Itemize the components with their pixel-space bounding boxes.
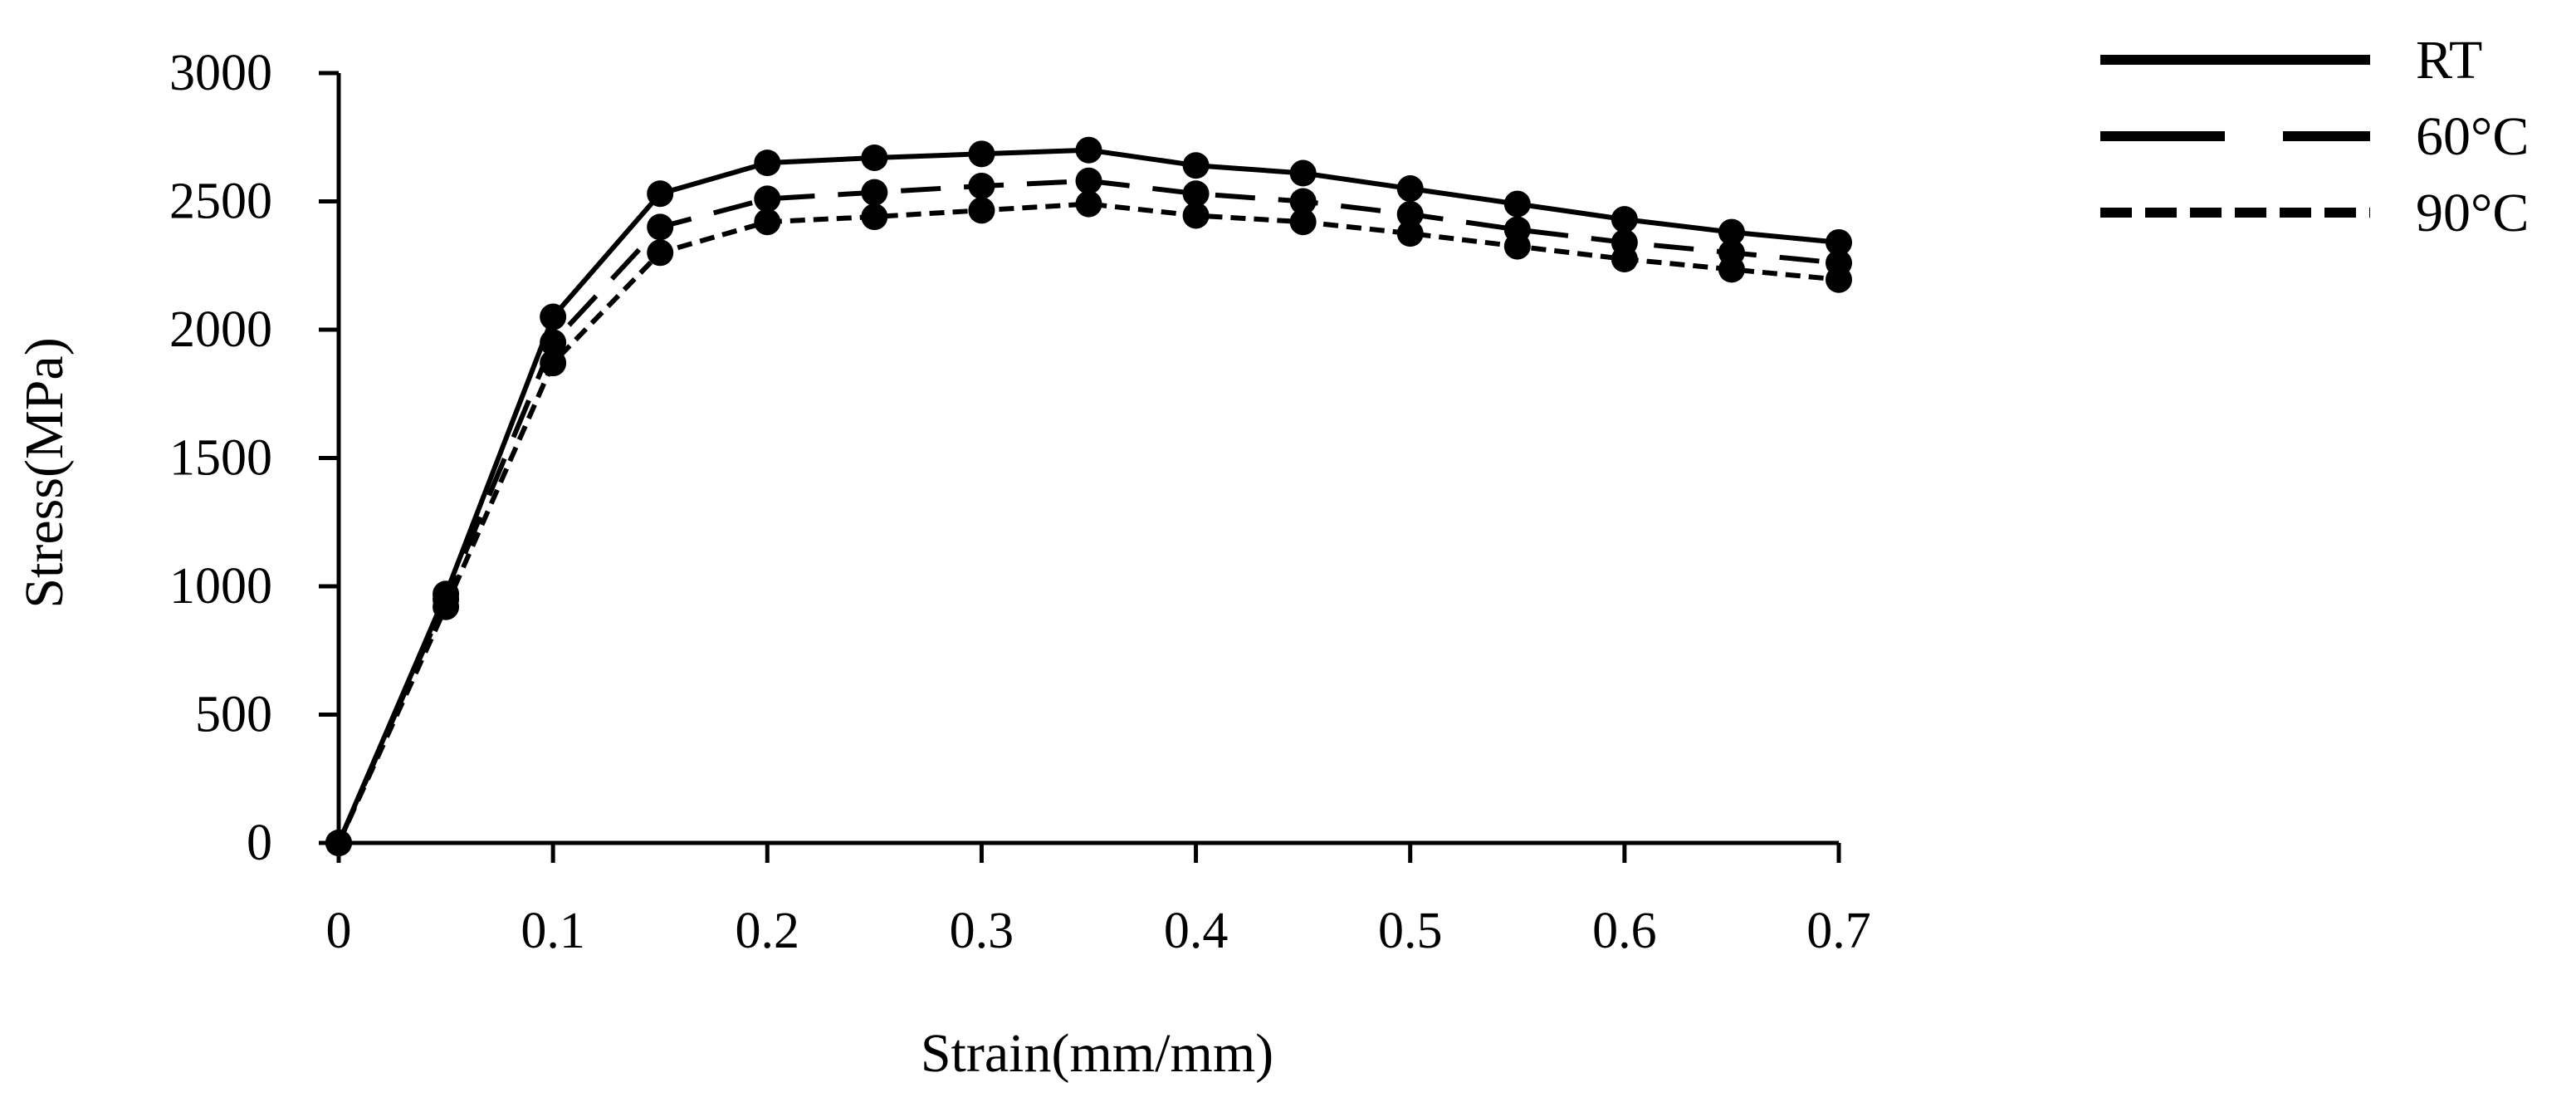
data-point	[968, 197, 995, 224]
y-tick-label: 2500	[169, 174, 272, 230]
series-0	[325, 136, 1852, 856]
data-point	[647, 239, 674, 267]
y-tick-label: 2000	[169, 301, 272, 358]
data-point	[647, 213, 674, 241]
y-tick-label: 1000	[169, 558, 272, 615]
data-point	[968, 172, 995, 199]
legend-label: RT	[2416, 30, 2482, 91]
y-tick-label: 1500	[169, 430, 272, 487]
data-point	[861, 144, 888, 171]
data-point	[1075, 190, 1102, 218]
data-point	[540, 329, 567, 356]
x-axis-title: Strain(mm/mm)	[921, 1023, 1273, 1084]
x-tick-label: 0.2	[736, 903, 800, 959]
x-tick-label: 0.7	[1806, 903, 1871, 959]
data-point	[1075, 136, 1102, 164]
x-tick-label: 0.6	[1592, 903, 1657, 959]
ticks-layer: 0 500 1000 1500 2000 2500 3000 0 0.1 0.2 0.3 0.4 0.5…	[169, 45, 1871, 959]
y-tick-label: 500	[195, 687, 272, 743]
y-tick-label: 3000	[169, 45, 272, 101]
data-point	[1182, 152, 1210, 179]
data-point	[1718, 256, 1745, 283]
data-point	[1075, 167, 1102, 194]
y-axis-title: Stress(MPa)	[14, 337, 75, 608]
x-tick-label: 0.5	[1378, 903, 1443, 959]
x-tick-label: 0.3	[950, 903, 1014, 959]
data-point	[647, 180, 674, 208]
data-point	[1289, 188, 1317, 215]
data-point	[861, 179, 888, 206]
legend-label: 60°C	[2416, 106, 2529, 167]
data-point	[1396, 175, 1424, 203]
data-point	[968, 140, 995, 168]
data-point	[1182, 202, 1210, 229]
x-tick-label: 0.1	[521, 903, 585, 959]
series-line	[336, 178, 1840, 845]
series-line	[336, 201, 1840, 845]
data-point	[1396, 220, 1424, 247]
data-point	[1826, 228, 1852, 256]
data-point	[1289, 159, 1317, 187]
x-tick-label: 0	[326, 903, 352, 959]
data-point	[540, 350, 567, 377]
data-point	[540, 303, 567, 331]
data-point	[861, 203, 888, 231]
data-point	[1826, 266, 1852, 293]
data-point	[1503, 190, 1531, 218]
data-point	[1289, 208, 1317, 236]
data-point	[1611, 206, 1638, 233]
series-2	[325, 190, 1852, 856]
data-point	[1182, 180, 1210, 208]
data-point	[754, 149, 781, 177]
data-point	[433, 593, 460, 620]
data-point	[1611, 246, 1638, 273]
y-tick-label: 0	[247, 815, 272, 871]
data-point	[1396, 200, 1424, 228]
series-1	[325, 167, 1852, 856]
data-point	[754, 185, 781, 213]
data-point	[754, 208, 781, 236]
x-tick-label: 0.4	[1164, 903, 1229, 959]
legend-label: 90°C	[2416, 183, 2529, 243]
data-point	[1718, 218, 1745, 246]
data-point	[1503, 233, 1531, 260]
legend: RT 60°C 90°C	[2100, 30, 2529, 243]
series-layer	[325, 136, 1852, 856]
